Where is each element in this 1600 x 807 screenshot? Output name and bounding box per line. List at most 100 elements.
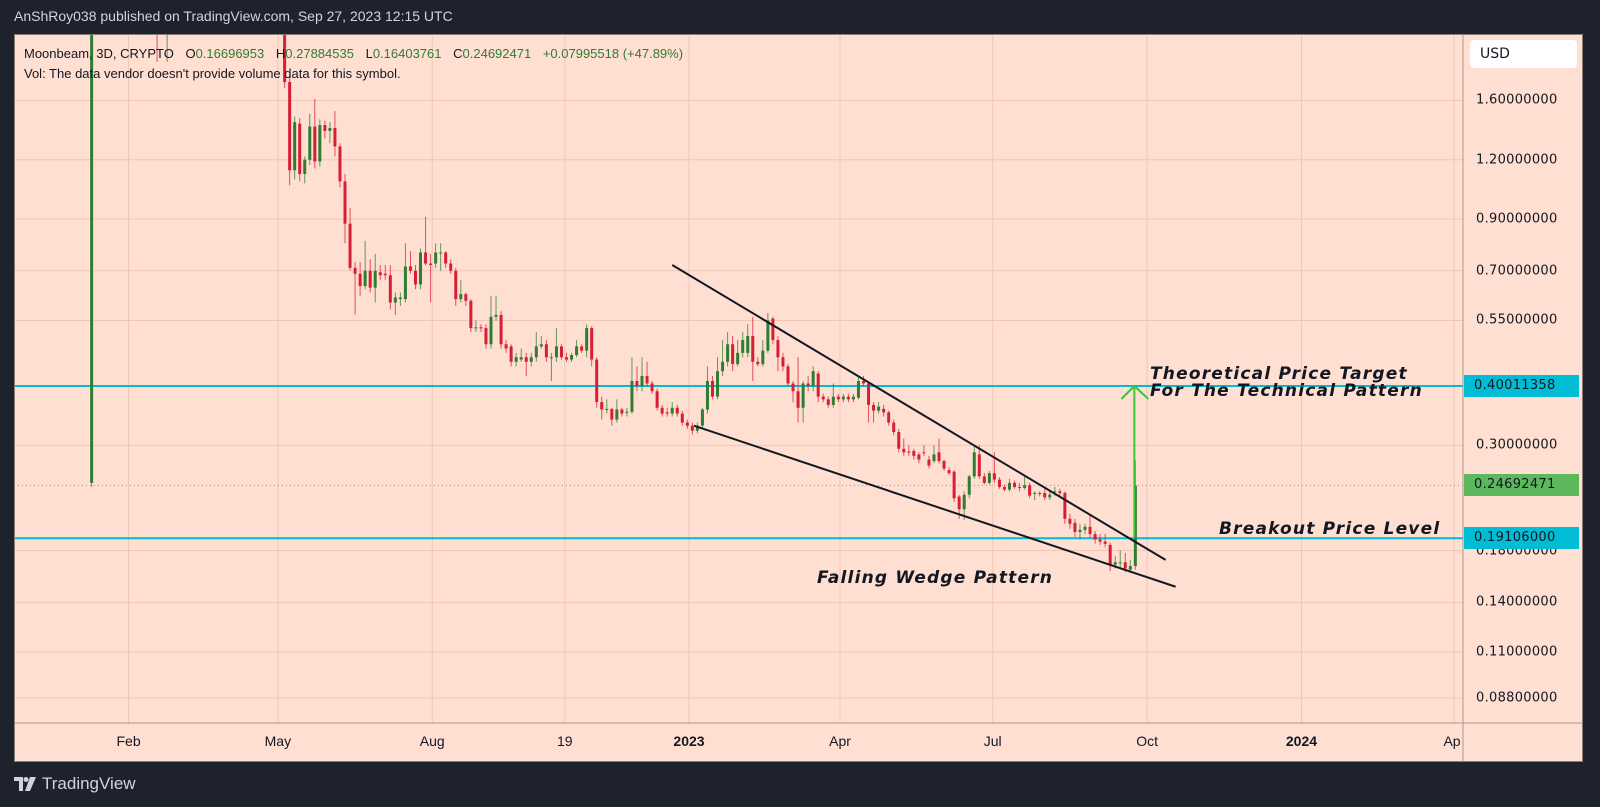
trendlines[interactable] [671, 264, 1176, 588]
price-tick-label: 0.55000000 [1476, 312, 1558, 328]
candle-body [731, 344, 735, 365]
candle-body [595, 359, 599, 403]
candle-body [559, 346, 563, 358]
candle-body [716, 371, 720, 397]
candle-body [1093, 534, 1097, 540]
candle-body [705, 380, 709, 410]
close-value: 0.24692471 [462, 46, 532, 61]
candle-body [393, 297, 397, 303]
candle-body [821, 396, 825, 400]
currency-button[interactable]: USD [1470, 40, 1577, 68]
candle [419, 248, 423, 290]
candle-body [630, 380, 634, 412]
candle [907, 445, 911, 456]
candle-body [459, 294, 463, 300]
candle [615, 399, 619, 423]
candle-body [605, 408, 609, 410]
candle [519, 348, 523, 362]
candle-body [741, 340, 745, 353]
candle [786, 364, 790, 387]
candle-body [338, 146, 342, 182]
candle [464, 292, 468, 306]
candle-body [1118, 562, 1122, 564]
low-label: L [365, 46, 373, 61]
candle [358, 262, 362, 296]
candle-body [942, 461, 946, 469]
time-tick-label: Jul [983, 733, 1002, 749]
target-arrow[interactable] [1120, 384, 1150, 539]
candle [796, 357, 800, 423]
candle [1103, 534, 1107, 548]
candle-body [363, 270, 367, 287]
candle-body [1023, 485, 1027, 488]
candle-body [907, 451, 911, 453]
candle-body [680, 413, 684, 423]
candle-body [872, 404, 876, 411]
candle [680, 410, 684, 426]
change-value: +0.07995518 (+47.89%) [542, 46, 684, 61]
time-tick-label: Aug [419, 733, 445, 749]
candle-body [288, 82, 292, 171]
candle-body [1038, 493, 1042, 495]
candle [665, 407, 669, 417]
candle [353, 262, 357, 315]
annotation-target-line1[interactable]: Theoretical Price Target [1150, 364, 1408, 384]
candle-body [156, 0, 159, 16]
candle [459, 279, 463, 303]
candle [700, 407, 704, 429]
tradingview-logo[interactable]: TradingView [14, 774, 136, 794]
candle-body [328, 127, 332, 131]
candle [937, 438, 941, 464]
candle [655, 388, 659, 411]
candle [449, 259, 453, 274]
candle [288, 76, 292, 186]
candle-body [565, 357, 569, 360]
candle-body [1073, 522, 1077, 532]
wedge-lower-line [693, 424, 1176, 588]
candle [816, 371, 820, 403]
candle-body [851, 396, 855, 400]
candle-body [534, 346, 538, 358]
candle-body [932, 454, 936, 462]
candle-body [700, 409, 704, 426]
candle-body [781, 357, 785, 367]
candle [1118, 550, 1122, 568]
candle [565, 352, 569, 362]
candle [635, 366, 639, 392]
symbol-label[interactable]: Moonbeam, 3D, CRYPTO [24, 46, 174, 61]
candle [977, 445, 981, 479]
candle-body [952, 471, 956, 499]
candle-body [358, 273, 362, 287]
annotation-target-line2[interactable]: For The Technical Pattern [1150, 381, 1423, 401]
ohlc-row: Moonbeam, 3D, CRYPTO O0.16696953 H0.2788… [24, 44, 683, 64]
annotation-breakout[interactable]: Breakout Price Level [1219, 519, 1441, 539]
candle [308, 113, 312, 165]
candle-body [841, 396, 845, 400]
candle-body [424, 252, 428, 264]
candle-body [846, 396, 850, 400]
candle-body [489, 316, 493, 345]
candle-body [429, 263, 433, 265]
candle [368, 259, 372, 293]
candle-body [383, 273, 387, 276]
candle [489, 295, 493, 349]
candle-body [434, 252, 438, 264]
publish-info: AnShRoy038 published on TradingView.com,… [14, 8, 453, 24]
candles [90, 0, 1137, 573]
candle [736, 340, 740, 367]
legend: Moonbeam, 3D, CRYPTO O0.16696953 H0.2788… [24, 44, 683, 84]
candle [690, 422, 694, 435]
price-tick-label: 0.30000000 [1476, 437, 1558, 453]
candle [559, 344, 563, 360]
close-label: C [453, 46, 463, 61]
candle-body [590, 328, 594, 360]
horizontal-levels[interactable] [14, 385, 1463, 540]
candle-body [620, 409, 624, 414]
candle-body [972, 452, 976, 477]
candle [1128, 559, 1132, 573]
level-price-label: 0.40011358 [1464, 375, 1579, 397]
candle [575, 340, 579, 358]
annotation-falling-wedge[interactable]: Falling Wedge Pattern [817, 568, 1054, 588]
candle [373, 253, 377, 303]
